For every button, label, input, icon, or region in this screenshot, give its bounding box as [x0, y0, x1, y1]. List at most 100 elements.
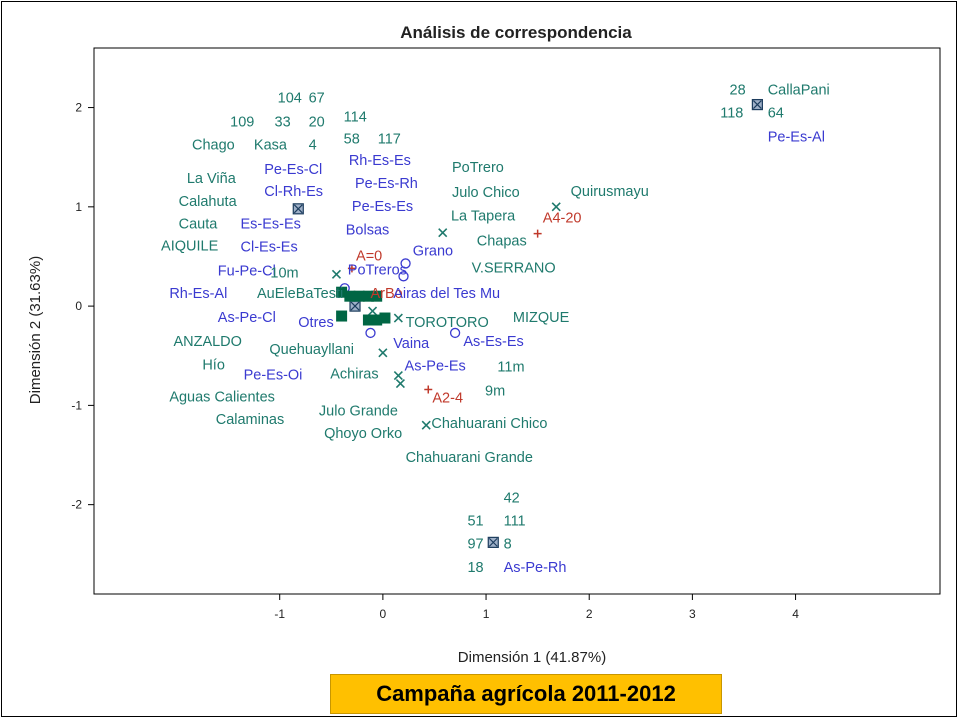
row-marker: [393, 371, 403, 381]
x-axis-label: Dimensión 1 (41.87%): [458, 649, 606, 666]
supplementary-marker: [347, 264, 356, 273]
point-label: Julo Chico: [452, 185, 520, 201]
circle-marker-shape: [400, 258, 411, 269]
x-marker-shape: [367, 306, 378, 316]
point-label: AuEleBaTesti: [257, 286, 343, 302]
point-label: 118: [720, 105, 743, 121]
point-label: PoTreros: [348, 262, 407, 278]
box-x-shape: [293, 204, 303, 214]
point-label: Otres: [298, 315, 333, 331]
point-label: Chahuarani Chico: [431, 416, 547, 432]
overlap-marker: [292, 203, 304, 215]
point-label: Cl-Rh-Es: [264, 184, 323, 200]
point-label: Pe-Es-Oi: [244, 368, 303, 384]
point-label: Quehuayllani: [269, 342, 354, 358]
point-label: 20: [309, 114, 325, 130]
point-label: ArBo: [370, 286, 402, 302]
point-label: Calaminas: [216, 412, 284, 428]
y-tick-label: 2: [75, 101, 82, 115]
y-axis-label: Dimensión 2 (31.63%): [27, 256, 44, 404]
x-marker-shape: [331, 269, 342, 279]
point-label: Es-Es-Es: [241, 217, 301, 233]
overlap-marker: [751, 98, 763, 111]
point-label: As-Pe-Cl: [218, 310, 276, 326]
row-marker: [438, 228, 448, 238]
point-label: 11m: [497, 360, 524, 376]
point-label: As-Pe-Es: [405, 359, 466, 375]
x-marker-shape: [393, 313, 403, 323]
caption-banner: Campaña agrícola 2011-2012: [330, 674, 722, 714]
point-label: Rh-Es-Al: [169, 286, 227, 302]
point-label: 104: [278, 91, 302, 107]
point-label: V.SERRANO: [472, 260, 556, 276]
circle-marker-shape: [365, 327, 376, 339]
row-marker: [395, 378, 405, 389]
point-label: 9m: [485, 383, 505, 399]
point-label: Rh-Es-Es: [349, 153, 411, 169]
square-marker-shape: [353, 290, 365, 302]
plus-marker-shape: [533, 229, 542, 238]
square-marker-shape: [379, 312, 391, 324]
column-marker: [365, 327, 376, 339]
x-marker-shape: [551, 202, 561, 212]
point-label: Hío: [202, 358, 225, 374]
row-marker: [331, 269, 342, 279]
x-tick-label: 4: [792, 607, 799, 621]
circle-marker-shape: [398, 271, 409, 282]
row-marker: [551, 202, 561, 212]
x-tick-label: 0: [380, 607, 387, 621]
point-label: 10m: [270, 265, 298, 281]
row-marker: [421, 420, 431, 430]
point-label: PoTrero: [452, 160, 504, 176]
column-marker: [449, 327, 461, 339]
x-marker-shape: [395, 378, 405, 389]
column-marker: [398, 271, 409, 282]
overlap-marker: [349, 300, 361, 312]
point-label: 97: [467, 536, 483, 552]
point-label: 51: [467, 514, 483, 530]
dense-marker: [371, 290, 383, 302]
point-label: Fu-Pe-Cl: [218, 263, 276, 279]
dense-marker: [344, 290, 356, 302]
point-label: Cl-Es-Es: [241, 240, 298, 256]
plus-marker-shape: [424, 385, 433, 394]
box-x-shape: [350, 301, 360, 311]
point-label: Aguas Calientes: [169, 389, 275, 405]
point-label: Quirusmayu: [571, 184, 649, 200]
x-marker-shape: [421, 420, 431, 430]
square-marker-shape: [344, 290, 356, 302]
plus-marker-shape: [347, 264, 356, 273]
square-marker-shape: [336, 310, 348, 322]
y-tick-label: -1: [71, 398, 82, 412]
point-label: Pe-Es-Cl: [264, 162, 322, 178]
point-label: Vaina: [393, 336, 430, 352]
point-label: Chago: [192, 137, 235, 153]
point-label: 42: [504, 491, 520, 507]
point-label: Kasa: [254, 137, 288, 153]
supplementary-marker: [533, 229, 542, 238]
y-tick-label: -2: [71, 498, 82, 512]
point-label: Pe-Es-Rh: [355, 176, 418, 192]
row-marker: [367, 306, 378, 316]
point-label: 114: [344, 109, 367, 125]
row-marker: [378, 348, 388, 358]
point-label: Pe-Es-Es: [352, 199, 413, 215]
point-label: 18: [467, 560, 483, 576]
row-marker: [393, 313, 403, 323]
point-label: ANZALDO: [173, 334, 242, 350]
square-marker-shape: [371, 290, 383, 302]
overlap-marker: [487, 536, 499, 548]
plot-area: [93, 47, 941, 595]
column-marker: [400, 258, 411, 269]
y-tick-label: 1: [75, 200, 82, 214]
point-label: A2-4: [432, 390, 463, 406]
point-label: Pe-Es-Al: [768, 129, 825, 145]
chart-title: Análisis de correspondencia: [400, 23, 632, 42]
y-tick-label: 0: [75, 299, 82, 313]
dense-marker: [379, 312, 391, 324]
point-label: Grano: [413, 243, 453, 259]
point-label: AIQUILE: [161, 239, 219, 255]
point-label: 111: [504, 514, 526, 530]
